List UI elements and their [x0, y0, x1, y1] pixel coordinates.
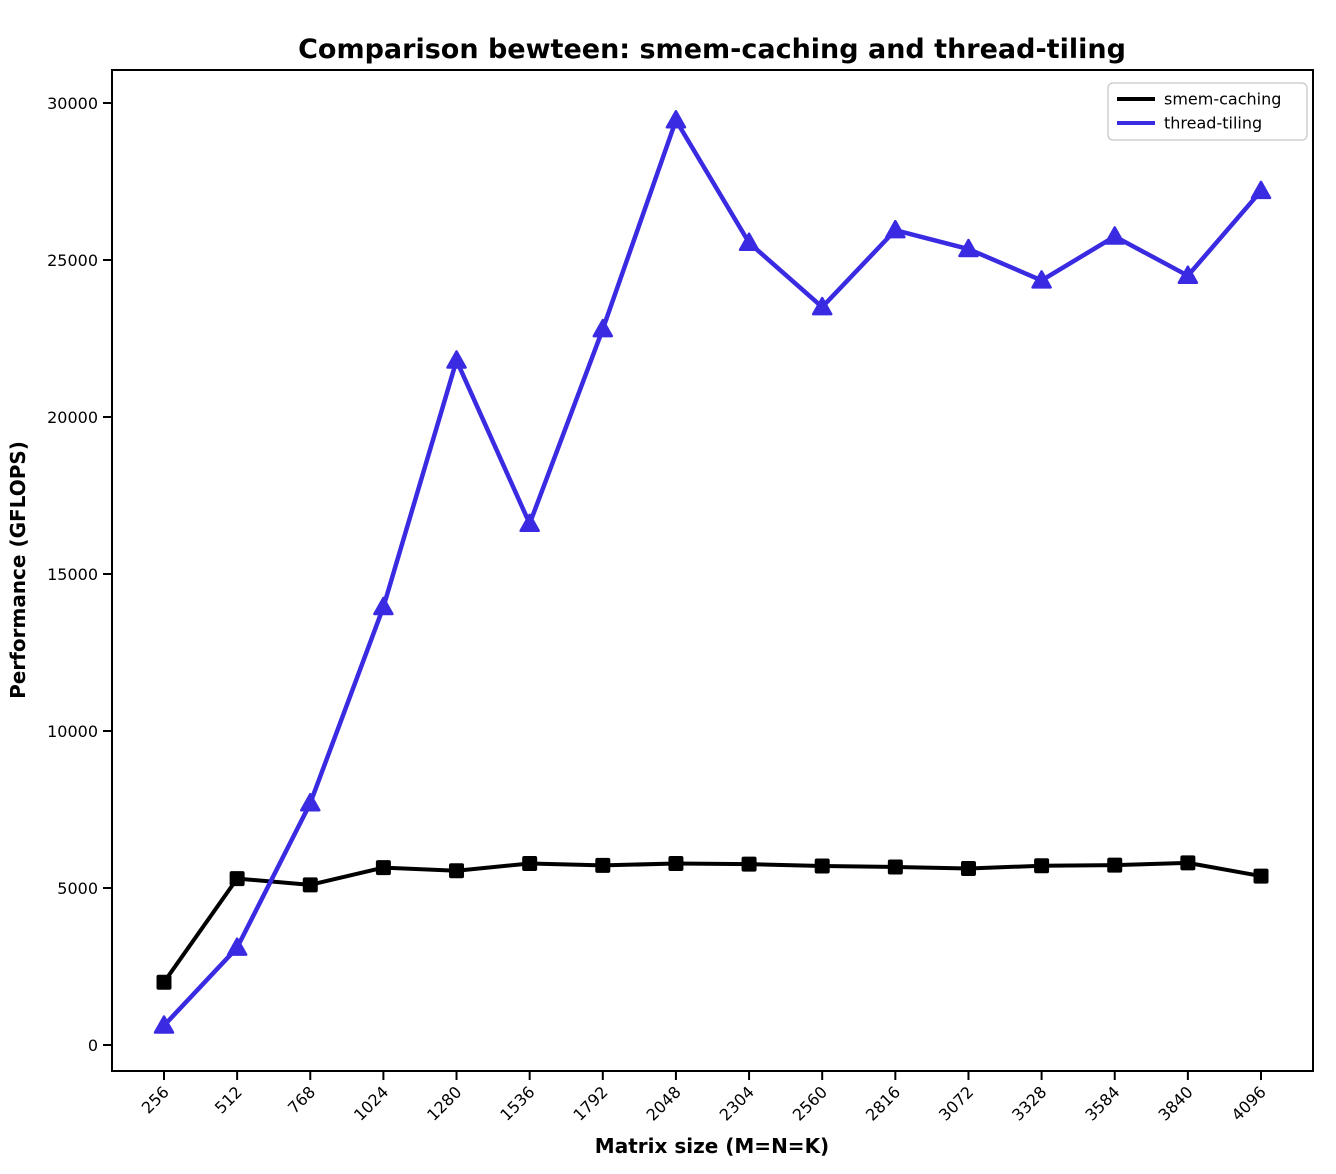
series-thread-tiling-marker [373, 596, 394, 616]
x-tick-label: 2048 [643, 1082, 685, 1124]
x-tick-label: 2560 [789, 1082, 831, 1124]
series-smem-caching-marker [375, 860, 391, 876]
series-smem-caching-marker [449, 863, 465, 879]
series-smem-caching-marker [302, 877, 318, 893]
x-tick-label: 3328 [1008, 1082, 1050, 1124]
series-smem-caching-marker [1034, 858, 1050, 874]
series-smem-caching-line [162, 860, 1263, 985]
x-tick-label: 256 [138, 1082, 173, 1117]
series-thread-tiling-line [161, 118, 1264, 1028]
series-smem-caching-marker [229, 871, 245, 887]
series-thread-tiling [153, 110, 1272, 1034]
series-thread-tiling-marker [958, 238, 979, 258]
series-thread-tiling-marker [1250, 180, 1272, 200]
series-thread-tiling-marker [153, 1015, 175, 1034]
x-tick-label: 3072 [935, 1082, 977, 1124]
series-thread-tiling-marker [665, 110, 687, 129]
series-thread-tiling-marker [885, 219, 906, 239]
series-thread-tiling-marker [300, 792, 321, 812]
chart-title: Comparison bewteen: smem-caching and thr… [298, 34, 1126, 65]
x-axis: 256 512 768 1024 1280 1536 1792 2048 2304 2560 281… [138, 1071, 1270, 1125]
y-tick-label: 10000 [47, 722, 98, 741]
x-tick-label: 4096 [1228, 1082, 1270, 1124]
series-thread-tiling-marker [519, 513, 540, 533]
series-thread-tiling-marker [1031, 270, 1052, 289]
series-smem-caching-marker [741, 856, 757, 872]
series-smem-caching-marker [595, 857, 611, 873]
series-smem-caching-marker [668, 856, 684, 872]
series-smem-caching-marker [1253, 868, 1269, 884]
y-tick-label: 0 [88, 1036, 98, 1055]
legend: smem-caching thread-tiling [1107, 82, 1308, 141]
plot-area: 0 5000 10000 15000 20000 25000 30000 256 512 768 1… [47, 69, 1314, 1125]
x-axis-label: Matrix size (M=N=K) [595, 1134, 829, 1158]
plot-border [111, 69, 1314, 1072]
x-tick-label: 2304 [716, 1082, 758, 1124]
y-tick-label: 5000 [57, 879, 98, 898]
x-tick-label: 3840 [1154, 1082, 1196, 1124]
y-tick-label: 15000 [47, 565, 98, 584]
series-thread-tiling-marker [1104, 226, 1125, 245]
series-smem-caching [156, 855, 1269, 990]
x-tick-label: 1024 [350, 1082, 392, 1124]
series-smem-caching-marker [887, 859, 903, 875]
y-tick-label: 25000 [47, 251, 98, 270]
legend-box [1107, 82, 1308, 141]
series-thread-tiling-marker [446, 350, 467, 369]
x-tick-label: 3584 [1081, 1082, 1123, 1124]
legend-label-smem-caching: smem-caching [1164, 90, 1281, 109]
y-tick-label: 20000 [47, 408, 98, 427]
series-smem-caching-marker [814, 858, 830, 874]
legend-label-thread-tiling: thread-tiling [1164, 114, 1262, 133]
y-tick-label: 30000 [47, 94, 98, 113]
series-smem-caching-marker [156, 974, 172, 990]
x-tick-label: 1536 [496, 1082, 538, 1124]
y-axis-label: Performance (GFLOPS) [6, 441, 30, 699]
series-smem-caching-marker [1107, 857, 1123, 873]
series-thread-tiling-marker [738, 232, 760, 251]
series-smem-caching-marker [522, 856, 538, 872]
x-tick-label: 768 [284, 1082, 319, 1117]
series-smem-caching-marker [960, 861, 976, 877]
series-thread-tiling-marker [811, 296, 833, 316]
series-thread-tiling-marker [1177, 265, 1199, 284]
series-smem-caching-marker [1180, 855, 1196, 871]
y-axis: 0 5000 10000 15000 20000 25000 30000 [47, 94, 112, 1055]
x-tick-label: 512 [211, 1082, 246, 1117]
x-tick-label: 1792 [569, 1082, 611, 1124]
x-tick-label: 1280 [423, 1082, 465, 1124]
x-tick-label: 2816 [862, 1082, 904, 1124]
series-thread-tiling-marker [592, 318, 614, 338]
series-thread-tiling-marker [226, 937, 248, 956]
